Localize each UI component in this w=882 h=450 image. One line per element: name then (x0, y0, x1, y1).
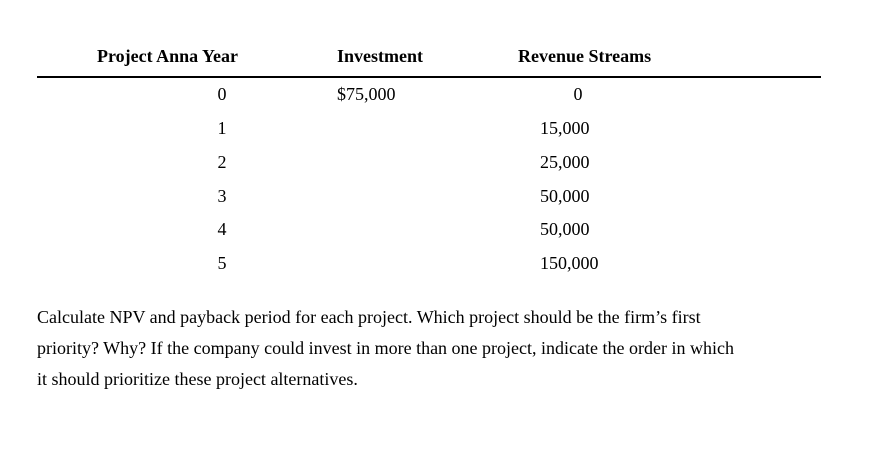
question-line: it should prioritize these project alter… (37, 369, 358, 389)
table-row: 5 150,000 (0, 253, 882, 279)
year-cell: 3 (217, 186, 227, 206)
question-text: Calculate NPV and payback period for eac… (37, 302, 867, 395)
column-header-revenue-streams: Revenue Streams (518, 46, 652, 66)
table-row: 3 50,000 (0, 186, 882, 212)
question-line: priority? Why? If the company could inve… (37, 338, 734, 358)
question-line: Calculate NPV and payback period for eac… (37, 307, 701, 327)
column-header-project-anna-year: Project Anna Year (97, 46, 238, 66)
table-row: 1 15,000 (0, 118, 882, 144)
header-divider-rule (37, 76, 821, 78)
revenue-cell: 25,000 (540, 152, 590, 172)
year-cell: 0 (217, 84, 227, 104)
revenue-cell: 150,000 (540, 253, 599, 273)
revenue-cell: 0 (573, 84, 583, 104)
table-row: 2 25,000 (0, 152, 882, 178)
column-header-investment: Investment (337, 46, 423, 66)
investment-cell: $75,000 (337, 84, 396, 104)
table-row: 0 $75,000 0 (0, 84, 882, 110)
year-cell: 4 (217, 219, 227, 239)
revenue-cell: 15,000 (540, 118, 590, 138)
table-row: 4 50,000 (0, 219, 882, 245)
revenue-cell: 50,000 (540, 219, 590, 239)
year-cell: 2 (217, 152, 227, 172)
year-cell: 1 (217, 118, 227, 138)
revenue-cell: 50,000 (540, 186, 590, 206)
year-cell: 5 (217, 253, 227, 273)
